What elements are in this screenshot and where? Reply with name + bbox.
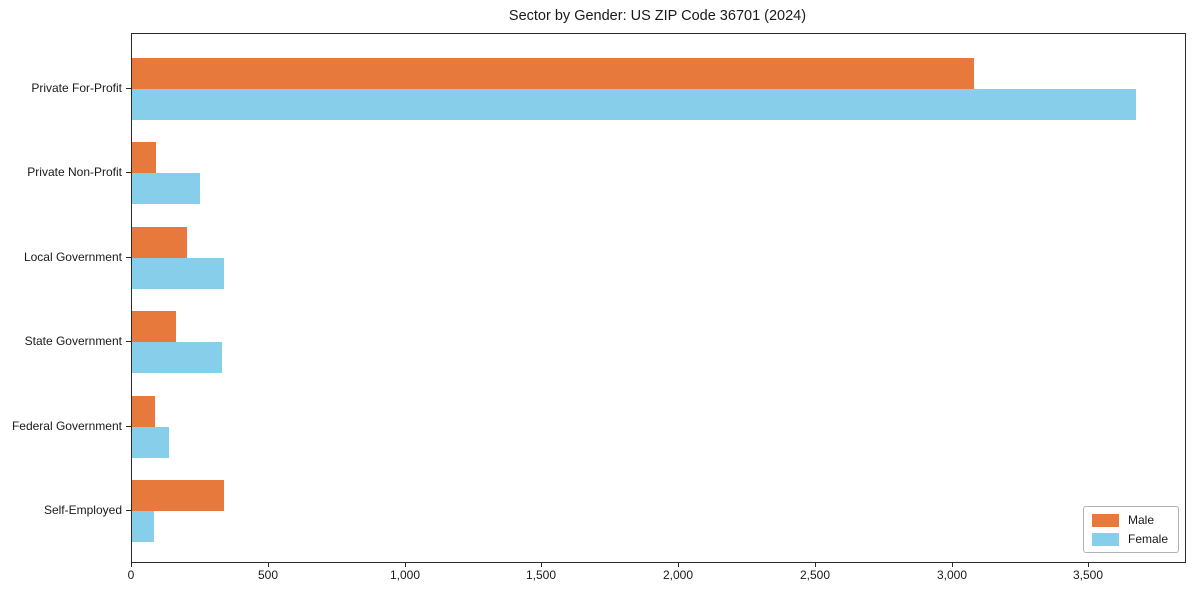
x-tick-label-1-500: 1,500 bbox=[525, 568, 557, 582]
bar-male-local-government bbox=[132, 226, 187, 258]
x-tick-mark-1-500 bbox=[541, 562, 542, 567]
x-tick-mark-3-500 bbox=[1088, 562, 1089, 567]
x-tick-mark-2-500 bbox=[815, 562, 816, 567]
y-tick-mark-private-non-profit bbox=[126, 172, 131, 174]
bar-female-federal-government bbox=[132, 426, 169, 458]
y-tick-mark-private-for-profit bbox=[126, 88, 131, 89]
y-tick-mark-self-employed bbox=[126, 510, 131, 511]
x-tick-label-3-500: 3,500 bbox=[1072, 568, 1104, 582]
legend-label-male: Male bbox=[1127, 513, 1154, 527]
x-tick-mark-500 bbox=[268, 562, 269, 567]
y-tick-mark-local-government bbox=[126, 256, 131, 258]
legend-swatch-male bbox=[1091, 513, 1119, 527]
x-tick-mark-2-000 bbox=[678, 562, 679, 567]
y-axis-label-state-government: State Government bbox=[24, 334, 122, 349]
bar-female-private-non-profit bbox=[132, 173, 200, 205]
bar-male-private-non-profit bbox=[132, 142, 156, 174]
bar-male-federal-government bbox=[132, 395, 155, 427]
legend-item-male: Male bbox=[1091, 513, 1168, 527]
y-axis-label-private-for-profit: Private For-Profit bbox=[31, 81, 122, 95]
bar-male-state-government bbox=[132, 311, 176, 343]
bar-female-self-employed bbox=[132, 511, 154, 542]
y-tick-mark-state-government bbox=[126, 341, 131, 343]
plot-area: Male Female bbox=[131, 33, 1186, 563]
x-tick-label-500: 500 bbox=[257, 568, 279, 582]
x-tick-label-0: 0 bbox=[127, 568, 135, 582]
bar-female-local-government bbox=[132, 257, 224, 289]
chart-title: Sector by Gender: US ZIP Code 36701 (202… bbox=[508, 8, 807, 24]
x-tick-mark-0 bbox=[131, 562, 132, 567]
y-axis-label-federal-government: Federal Government bbox=[11, 418, 122, 433]
x-tick-mark-1-000 bbox=[405, 562, 406, 567]
bar-male-self-employed bbox=[132, 480, 224, 511]
x-tick-label-2-500: 2,500 bbox=[799, 568, 831, 582]
legend-swatch-female bbox=[1091, 532, 1119, 546]
legend-item-female: Female bbox=[1091, 532, 1168, 546]
y-axis-label-private-non-profit: Private Non-Profit bbox=[27, 165, 122, 180]
legend: Male Female bbox=[1082, 506, 1179, 553]
bar-male-private-for-profit bbox=[132, 58, 974, 89]
y-tick-mark-federal-government bbox=[126, 425, 131, 427]
x-tick-label-2-000: 2,000 bbox=[662, 568, 694, 582]
bar-female-private-for-profit bbox=[132, 89, 1136, 120]
x-tick-label-1-000: 1,000 bbox=[389, 568, 421, 582]
legend-label-female: Female bbox=[1127, 532, 1168, 546]
y-axis-label-self-employed: Self-Employed bbox=[43, 503, 122, 517]
x-tick-mark-3-000 bbox=[952, 562, 953, 567]
bar-female-state-government bbox=[132, 342, 222, 374]
y-axis-label-local-government: Local Government bbox=[23, 249, 122, 264]
x-tick-label-3-000: 3,000 bbox=[936, 568, 968, 582]
